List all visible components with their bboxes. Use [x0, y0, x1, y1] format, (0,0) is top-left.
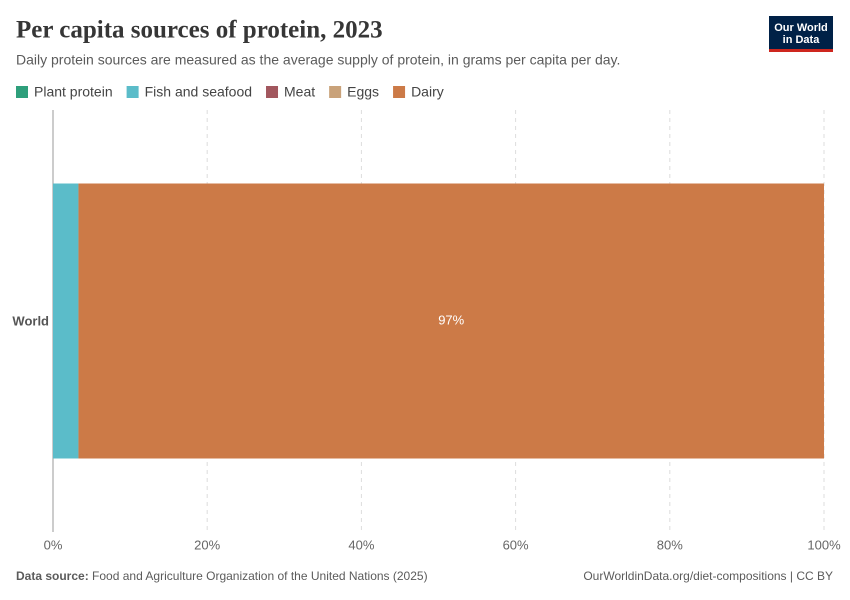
legend-label: Fish and seafood	[145, 84, 252, 100]
logo-text: in Data	[783, 34, 821, 46]
legend-label: Dairy	[411, 84, 444, 100]
bar-segment	[53, 183, 79, 459]
legend-label: Plant protein	[34, 84, 113, 100]
source-label: Data source:	[16, 569, 89, 583]
bar-segment	[78, 183, 825, 459]
legend-label: Meat	[284, 84, 315, 100]
source: Data source: Food and Agriculture Organi…	[16, 569, 428, 583]
x-tick-label: 0%	[44, 537, 63, 552]
logo-bar	[769, 49, 833, 52]
x-tick-label: 80%	[657, 537, 683, 552]
legend-swatch	[393, 86, 406, 98]
y-tick-label: World	[12, 313, 49, 328]
x-tick-label: 60%	[503, 537, 529, 552]
legend-swatch	[266, 86, 279, 98]
legend-label: Eggs	[347, 84, 379, 100]
legend-swatch	[126, 86, 139, 98]
logo-box[interactable]	[769, 16, 833, 52]
url[interactable]: OurWorldinData.org/diet-compositions | C…	[583, 569, 833, 583]
x-tick-label: 100%	[807, 537, 841, 552]
x-tick-label: 20%	[194, 537, 220, 552]
legend-swatch	[329, 86, 342, 98]
source-text: Food and Agriculture Organization of the…	[92, 569, 428, 583]
chart-title: Per capita sources of protein, 2023	[16, 17, 383, 44]
legend-swatch	[16, 86, 28, 98]
logo-text: Our World	[774, 22, 828, 34]
x-tick-label: 40%	[348, 537, 374, 552]
chart-subtitle: Daily protein sources are measured as th…	[16, 52, 620, 68]
data-label: 97%	[438, 312, 464, 327]
